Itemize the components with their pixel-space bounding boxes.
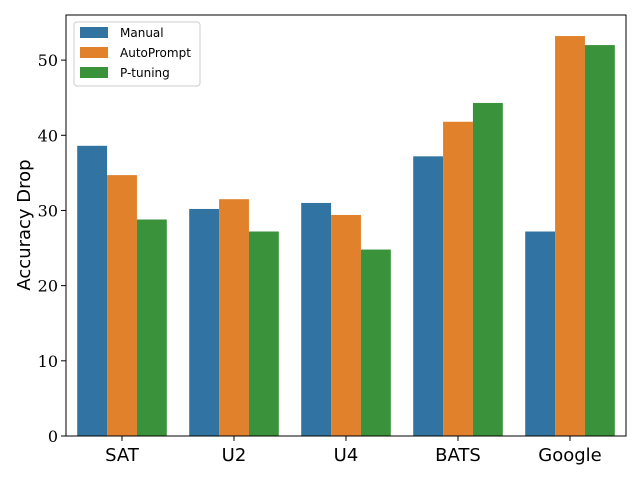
y-tick-label: 40 bbox=[38, 126, 58, 145]
bar-bats-p-tuning bbox=[472, 102, 503, 437]
bar-u4-autoprompt bbox=[331, 214, 361, 436]
legend-swatch-p-tuning bbox=[80, 67, 108, 78]
bar-google-autoprompt bbox=[555, 36, 585, 437]
legend-swatch-autoprompt bbox=[80, 47, 108, 58]
legend-label-p-tuning: P-tuning bbox=[120, 66, 170, 80]
bar-u2-manual bbox=[189, 208, 220, 436]
y-tick-label: 50 bbox=[38, 51, 58, 70]
x-tick-label-google: Google bbox=[538, 445, 601, 466]
y-tick-label: 10 bbox=[38, 352, 58, 371]
y-tick-label: 30 bbox=[38, 201, 58, 220]
bar-sat-autoprompt bbox=[107, 175, 137, 436]
y-tick-label: 20 bbox=[38, 277, 58, 296]
bar-bats-autoprompt bbox=[443, 121, 473, 436]
legend-label-autoprompt: AutoPrompt bbox=[120, 46, 191, 60]
x-axis: SAT U2 U4 BATS Google bbox=[105, 436, 602, 466]
x-tick-label-bats: BATS bbox=[435, 445, 481, 466]
legend-swatch-manual bbox=[80, 27, 108, 38]
bar-bats-manual bbox=[413, 156, 444, 436]
legend-label-manual: Manual bbox=[120, 26, 164, 40]
y-axis: 0 10 20 30 40 50 bbox=[38, 51, 66, 446]
bar-google-p-tuning bbox=[584, 45, 615, 436]
bar-u4-manual bbox=[301, 202, 332, 436]
x-tick-label-sat: SAT bbox=[105, 445, 140, 466]
bars-group bbox=[77, 36, 615, 437]
bar-sat-p-tuning bbox=[136, 219, 167, 436]
y-tick-label: 0 bbox=[48, 427, 58, 446]
bar-u4-p-tuning bbox=[360, 249, 391, 436]
x-tick-label-u2: U2 bbox=[222, 445, 247, 466]
legend: Manual AutoPrompt P-tuning bbox=[73, 21, 201, 87]
bar-google-manual bbox=[525, 231, 556, 436]
bar-u2-p-tuning bbox=[248, 231, 279, 436]
bar-sat-manual bbox=[77, 145, 108, 436]
x-tick-label-u4: U4 bbox=[334, 445, 359, 466]
y-axis-label: Accuracy Drop bbox=[14, 159, 35, 290]
bar-u2-autoprompt bbox=[219, 199, 249, 436]
